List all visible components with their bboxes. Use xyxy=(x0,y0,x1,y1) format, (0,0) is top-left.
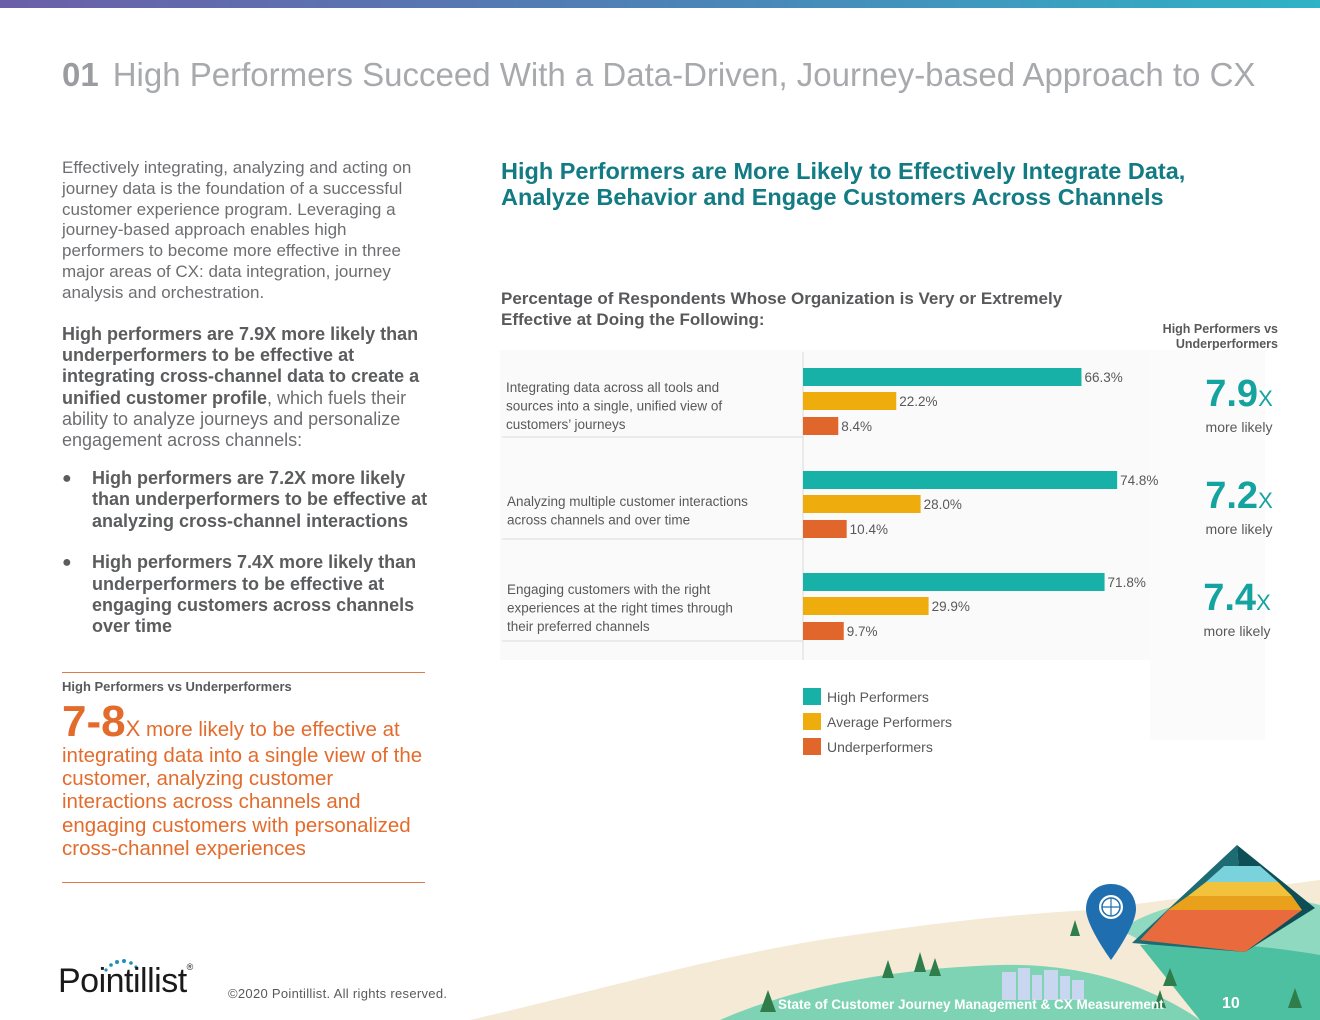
category-label: Analyzing multiple customer interactions… xyxy=(507,494,752,528)
underperformers-bar xyxy=(803,520,847,538)
callout-big-number: 7-8 xyxy=(62,697,126,746)
legend-item: High Performers xyxy=(803,684,952,709)
section-number: 01 xyxy=(62,56,99,93)
logo-dots-icon xyxy=(104,959,138,972)
average-performers-bar xyxy=(803,597,929,615)
bar-value-label: 10.4% xyxy=(850,522,888,537)
legend-swatch xyxy=(803,738,821,755)
underperformers-bar xyxy=(803,622,844,640)
key-finding-paragraph: High performers are 7.9X more likely tha… xyxy=(62,324,428,451)
ratio-label: more likely xyxy=(1203,623,1271,639)
chart-title: High Performers are More Likely to Effec… xyxy=(501,158,1186,210)
ratio-label: more likely xyxy=(1205,521,1273,537)
bar-value-label: 8.4% xyxy=(841,419,872,434)
category-label: Engaging customers with the right experi… xyxy=(507,582,737,634)
callout-top-divider xyxy=(62,672,425,673)
callout-text: 7-8X more likely to be effective at inte… xyxy=(62,700,432,860)
bullet-item: ● High performers are 7.2X more likely th… xyxy=(62,468,432,532)
high-performers-bar xyxy=(803,471,1118,489)
callout-label: High Performers vs Underperformers xyxy=(62,679,292,694)
bar-value-label: 22.2% xyxy=(899,394,937,409)
legend-label: Underperformers xyxy=(827,738,933,755)
average-performers-bar xyxy=(803,495,921,513)
bullet-item: ● High performers 7.4X more likely than u… xyxy=(62,552,432,638)
tree-icons xyxy=(760,920,1302,1012)
ratio-block: 7.2X more likely xyxy=(1184,476,1294,537)
ratio-value: 7.9X xyxy=(1205,373,1273,415)
high-performers-bar xyxy=(803,573,1105,591)
legend-label: High Performers xyxy=(827,688,929,705)
average-performers-bar xyxy=(803,392,897,410)
bullet-dot-icon: ● xyxy=(62,554,72,572)
bar-value-label: 29.9% xyxy=(932,599,970,614)
ratio-panel-background xyxy=(1150,350,1265,740)
key-finding-bold: High performers are 7.9X more likely tha… xyxy=(62,324,420,408)
callout-bottom-divider xyxy=(62,882,425,883)
ratio-value: 7.2X xyxy=(1205,475,1273,517)
bullet-text: High performers 7.4X more likely than un… xyxy=(92,552,417,637)
ratio-label: more likely xyxy=(1205,419,1273,435)
legend-item: Underperformers xyxy=(803,734,952,759)
page-title-text: High Performers Succeed With a Data-Driv… xyxy=(112,56,1256,93)
chart-subtitle: Percentage of Respondents Whose Organiza… xyxy=(501,289,1063,329)
report-title: State of Customer Journey Management & C… xyxy=(778,997,1164,1012)
bar-value-label: 28.0% xyxy=(924,497,962,512)
legend-label: Average Performers xyxy=(827,713,953,730)
copyright-text: ©2020 Pointillist. All rights reserved. xyxy=(228,986,448,1001)
bar-value-label: 74.8% xyxy=(1120,473,1158,488)
underperformers-bar xyxy=(803,417,839,435)
callout-body: more likely to be effective at integrati… xyxy=(62,718,423,860)
intro-paragraph: Effectively integrating, analyzing and a… xyxy=(62,158,412,302)
top-accent-bar xyxy=(0,0,1320,8)
city-buildings xyxy=(1002,968,1084,1000)
page-number: 10 xyxy=(1222,995,1240,1012)
page-title: 01 High Performers Succeed With a Data-Dr… xyxy=(62,56,1302,94)
bullet-text: High performers are 7.2X more likely tha… xyxy=(92,468,428,531)
bullet-list: ● High performers are 7.2X more likely th… xyxy=(62,468,432,658)
bar-value-label: 66.3% xyxy=(1084,370,1122,385)
pyramid-illustration xyxy=(1132,845,1315,952)
legend-swatch xyxy=(803,688,821,705)
category-label: Integrating data across all tools and so… xyxy=(506,380,726,432)
bar-value-label: 71.8% xyxy=(1108,575,1146,590)
legend-item: Average Performers xyxy=(803,709,952,734)
pointillist-logo: Pointillist® xyxy=(58,962,193,1000)
legend-swatch xyxy=(803,713,821,730)
key-finding-rest: , which fuels their ability to analyze j… xyxy=(62,387,407,451)
high-performers-bar xyxy=(803,368,1082,386)
bar-value-label: 9.7% xyxy=(847,624,878,639)
ratio-value: 7.4X xyxy=(1203,577,1271,619)
ratio-block: 7.9X more likely xyxy=(1184,374,1294,435)
ratio-header: High Performers vs Underperformers xyxy=(1162,322,1278,351)
bullet-dot-icon: ● xyxy=(62,470,72,487)
location-pin-icon xyxy=(1086,884,1136,960)
chart-legend: High Performers Average Performers Under… xyxy=(803,684,952,759)
callout-x: X xyxy=(125,716,141,741)
ratio-block: 7.4X more likely xyxy=(1182,578,1292,639)
